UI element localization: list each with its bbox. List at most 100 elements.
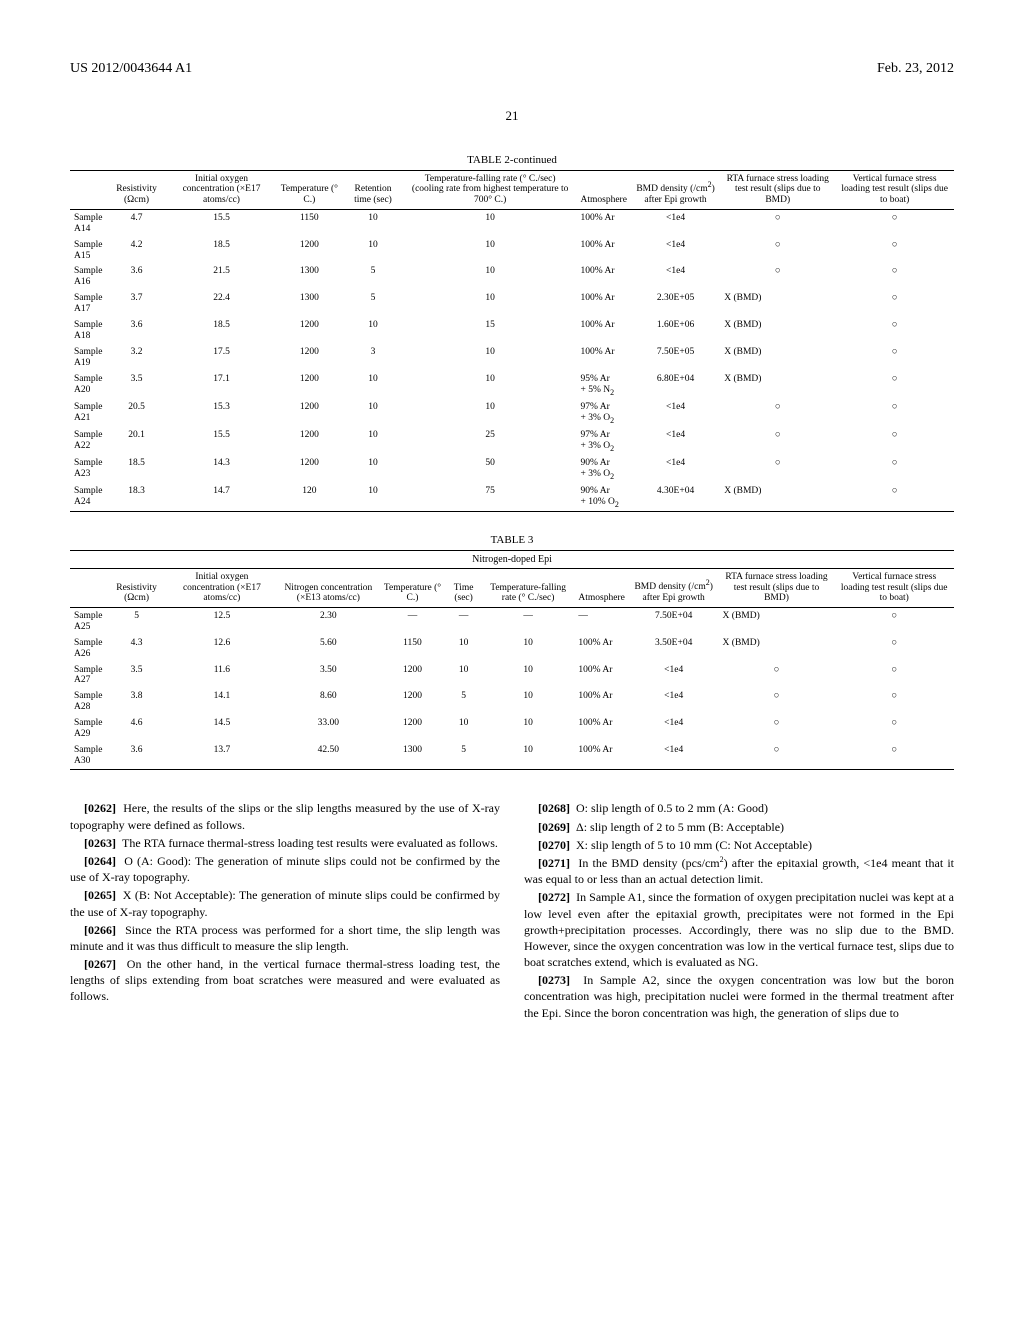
table-header-cell: Retention time (sec) <box>342 170 404 210</box>
table-cell: 5 <box>445 689 481 716</box>
table-cell: ○ <box>835 399 954 427</box>
table-cell: ○ <box>720 427 835 455</box>
paragraph: [0268] O: slip length of 0.5 to 2 mm (A:… <box>524 800 954 816</box>
table-cell: 42.50 <box>277 743 379 770</box>
table-header-cell: Initial oxygen concentration (×E17 atoms… <box>167 568 278 608</box>
table-cell: ○ <box>720 455 835 483</box>
table-cell: 100% Ar <box>574 743 628 770</box>
table-cell: 15.3 <box>167 399 277 427</box>
table-cell: 90% Ar+ 3% O2 <box>576 455 630 483</box>
table-header-cell: Time (sec) <box>445 568 481 608</box>
table-cell: 17.5 <box>167 344 277 371</box>
table-header-cell: Temperature (° C.) <box>277 170 343 210</box>
table-cell: ○ <box>835 210 954 237</box>
table-cell: ○ <box>720 210 835 237</box>
table-cell: 18.5 <box>167 237 277 264</box>
table-cell: 20.1 <box>107 427 167 455</box>
table-cell: 100% Ar <box>576 210 630 237</box>
table-cell: SampleA21 <box>70 399 107 427</box>
table-header-cell: BMD density (/cm2) after Epi growth <box>629 568 719 608</box>
page-header: US 2012/0043644 A1 Feb. 23, 2012 <box>70 60 954 78</box>
paragraph: [0270] X: slip length of 5 to 10 mm (C: … <box>524 837 954 853</box>
table-cell: SampleA27 <box>70 662 107 689</box>
table-cell: <1e4 <box>631 237 720 264</box>
pub-date: Feb. 23, 2012 <box>877 60 954 78</box>
table-cell: <1e4 <box>631 399 720 427</box>
table-cell: 14.1 <box>167 689 278 716</box>
table-cell: 10 <box>482 743 575 770</box>
table-cell: 10 <box>342 483 404 512</box>
table-cell: ○ <box>835 237 954 264</box>
table-cell: ○ <box>835 427 954 455</box>
table-cell: 4.6 <box>107 716 167 743</box>
table-cell: X (BMD) <box>720 291 835 318</box>
table-cell: 1200 <box>277 399 343 427</box>
table-cell: X (BMD) <box>719 635 835 662</box>
table-cell: 3.6 <box>107 743 167 770</box>
table-cell: <1e4 <box>631 210 720 237</box>
table-cell: 13.7 <box>167 743 278 770</box>
paragraph: [0267] On the other hand, in the vertica… <box>70 956 500 1005</box>
table-cell: 75 <box>404 483 577 512</box>
table-cell: 1200 <box>277 237 343 264</box>
table-cell: 3.5 <box>107 371 167 399</box>
table-cell: 10 <box>482 716 575 743</box>
table-cell: 4.2 <box>107 237 167 264</box>
table-cell: 5.60 <box>277 635 379 662</box>
table-cell: X (BMD) <box>720 318 835 345</box>
table-cell: 10 <box>404 237 577 264</box>
table-cell: X (BMD) <box>720 483 835 512</box>
table-cell: 10 <box>404 210 577 237</box>
right-column: [0268] O: slip length of 0.5 to 2 mm (A:… <box>524 800 954 1022</box>
table-cell: 1200 <box>277 344 343 371</box>
table-cell: 1200 <box>277 455 343 483</box>
table-cell: 10 <box>342 237 404 264</box>
table-cell: 15 <box>404 318 577 345</box>
table-cell: ○ <box>719 743 835 770</box>
table-cell: 4.30E+04 <box>631 483 720 512</box>
paragraph: [0271] In the BMD density (pcs/cm2) afte… <box>524 855 954 887</box>
table-cell: 1200 <box>277 427 343 455</box>
table-cell: ○ <box>834 662 954 689</box>
table-header-cell: Atmosphere <box>576 170 630 210</box>
table-header-cell: BMD density (/cm2) after Epi growth <box>631 170 720 210</box>
table-header-cell: Resistivity (Ωcm) <box>107 568 167 608</box>
paragraph: [0265] X (B: Not Acceptable): The genera… <box>70 887 500 919</box>
table-3-block: TABLE 3 Nitrogen-doped Epi Resistivity (… <box>70 534 954 770</box>
table-cell: 3.50 <box>277 662 379 689</box>
table-cell: 5 <box>342 291 404 318</box>
page-number: 21 <box>70 108 954 124</box>
table-cell: 100% Ar <box>574 716 628 743</box>
table-cell: <1e4 <box>629 716 719 743</box>
table-cell: SampleA15 <box>70 237 107 264</box>
table-cell: ○ <box>835 483 954 512</box>
table-header-cell <box>70 170 107 210</box>
table-cell: 95% Ar+ 5% N2 <box>576 371 630 399</box>
table-cell: 11.6 <box>167 662 278 689</box>
table-cell: 12.6 <box>167 635 278 662</box>
table-cell: 10 <box>404 344 577 371</box>
table-cell: 25 <box>404 427 577 455</box>
table-cell: 21.5 <box>167 264 277 291</box>
table-3-subtitle: Nitrogen-doped Epi <box>70 551 954 569</box>
table-cell: 18.3 <box>107 483 167 512</box>
table-cell: 10 <box>482 635 575 662</box>
table-cell: 1200 <box>380 716 446 743</box>
table-cell: 6.80E+04 <box>631 371 720 399</box>
table-cell: 1.60E+06 <box>631 318 720 345</box>
table-cell: SampleA20 <box>70 371 107 399</box>
table-cell: 33.00 <box>277 716 379 743</box>
table-cell: SampleA26 <box>70 635 107 662</box>
table-cell: 1200 <box>277 371 343 399</box>
table-cell: SampleA18 <box>70 318 107 345</box>
table-cell: 3.7 <box>107 291 167 318</box>
table-cell: 100% Ar <box>574 635 628 662</box>
table-cell: 15.5 <box>167 427 277 455</box>
table-cell: ○ <box>834 635 954 662</box>
table-cell: 10 <box>342 371 404 399</box>
table-cell: SampleA17 <box>70 291 107 318</box>
table-cell: SampleA14 <box>70 210 107 237</box>
pub-number: US 2012/0043644 A1 <box>70 60 192 78</box>
table-cell: 10 <box>404 371 577 399</box>
paragraph: [0262] Here, the results of the slips or… <box>70 800 500 832</box>
